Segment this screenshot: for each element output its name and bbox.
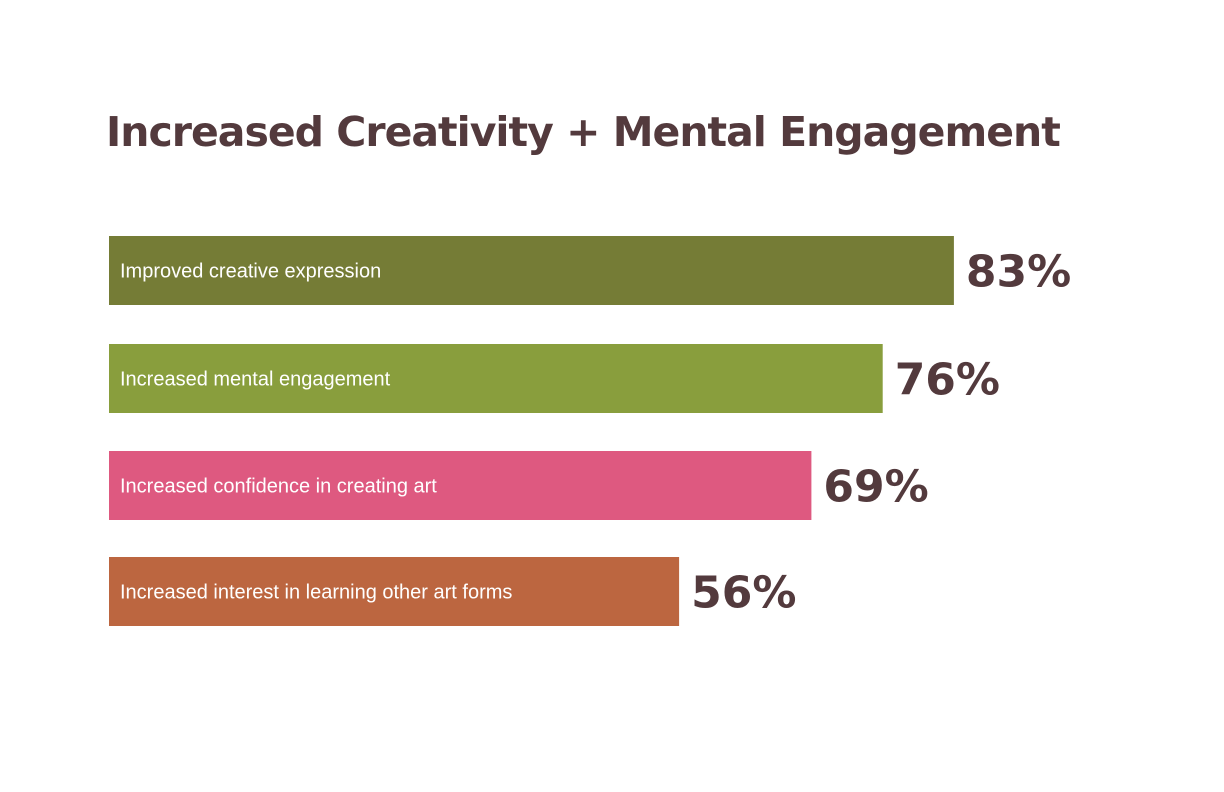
bar-category-label: Increased confidence in creating art	[120, 476, 437, 498]
bar	[109, 451, 812, 520]
bar	[109, 557, 680, 626]
bar-category-label: Improved creative expression	[120, 261, 381, 283]
bar-value-label: 76%	[895, 355, 1000, 406]
bar-category-label: Increased mental engagement	[120, 369, 391, 391]
chart-title: Increased Creativity + Mental Engagement	[106, 108, 1061, 156]
bar-category-label: Increased interest in learning other art…	[120, 582, 512, 604]
bar	[109, 236, 954, 305]
bar-value-label: 69%	[823, 462, 928, 513]
bar	[109, 344, 883, 413]
bar-value-label: 56%	[691, 568, 796, 619]
bar-value-label: 83%	[966, 247, 1071, 298]
